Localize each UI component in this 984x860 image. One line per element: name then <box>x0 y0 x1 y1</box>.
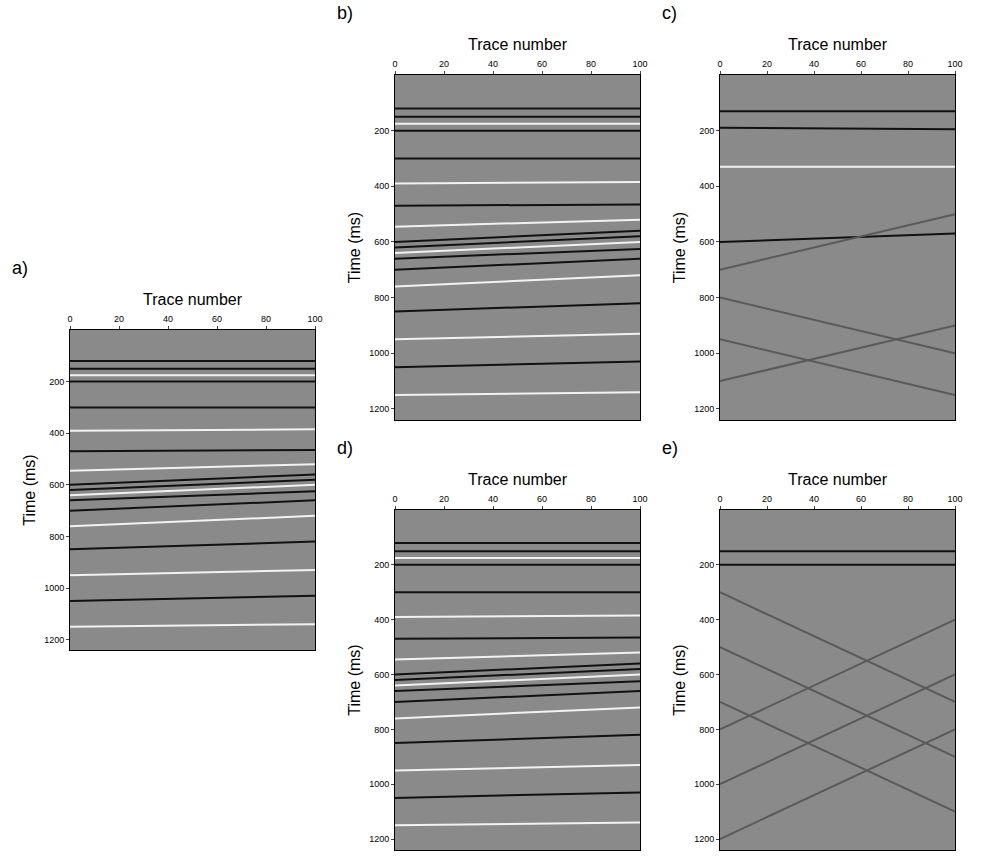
svg-text:800: 800 <box>374 725 389 735</box>
svg-text:Trace number: Trace number <box>788 471 888 488</box>
svg-text:100: 100 <box>947 494 962 504</box>
svg-text:Time (ms): Time (ms) <box>671 212 688 283</box>
svg-text:400: 400 <box>49 428 64 438</box>
svg-text:60: 60 <box>856 494 866 504</box>
svg-text:40: 40 <box>163 314 173 324</box>
svg-text:40: 40 <box>809 59 819 69</box>
svg-text:d): d) <box>337 438 353 458</box>
svg-text:20: 20 <box>762 59 772 69</box>
svg-text:20: 20 <box>114 314 124 324</box>
svg-text:100: 100 <box>307 314 322 324</box>
svg-text:Time (ms): Time (ms) <box>21 454 38 525</box>
svg-text:1000: 1000 <box>44 583 64 593</box>
svg-text:80: 80 <box>586 494 596 504</box>
svg-text:200: 200 <box>374 560 389 570</box>
svg-text:60: 60 <box>856 59 866 69</box>
svg-text:600: 600 <box>699 670 714 680</box>
svg-text:60: 60 <box>212 314 222 324</box>
svg-text:Trace number: Trace number <box>468 36 568 53</box>
svg-text:80: 80 <box>586 59 596 69</box>
svg-text:20: 20 <box>439 59 449 69</box>
svg-text:200: 200 <box>374 126 389 136</box>
svg-text:c): c) <box>662 3 677 23</box>
svg-text:1000: 1000 <box>369 348 389 358</box>
svg-text:400: 400 <box>374 181 389 191</box>
svg-text:800: 800 <box>699 725 714 735</box>
svg-text:e): e) <box>662 438 678 458</box>
svg-text:Trace number: Trace number <box>788 36 888 53</box>
svg-text:200: 200 <box>49 377 64 387</box>
svg-text:0: 0 <box>717 59 722 69</box>
svg-text:80: 80 <box>261 314 271 324</box>
svg-text:Time (ms): Time (ms) <box>346 644 363 715</box>
svg-text:40: 40 <box>809 494 819 504</box>
svg-text:Trace number: Trace number <box>468 471 568 488</box>
svg-text:800: 800 <box>49 532 64 542</box>
svg-text:800: 800 <box>374 293 389 303</box>
svg-text:600: 600 <box>374 237 389 247</box>
svg-text:80: 80 <box>903 494 913 504</box>
svg-text:Time (ms): Time (ms) <box>671 644 688 715</box>
svg-text:1200: 1200 <box>369 834 389 844</box>
svg-text:400: 400 <box>699 181 714 191</box>
svg-text:1200: 1200 <box>44 635 64 645</box>
svg-text:a): a) <box>12 258 28 278</box>
svg-text:100: 100 <box>947 59 962 69</box>
svg-text:800: 800 <box>699 293 714 303</box>
svg-text:40: 40 <box>488 59 498 69</box>
svg-text:0: 0 <box>67 314 72 324</box>
svg-text:b): b) <box>337 3 353 23</box>
svg-text:600: 600 <box>374 670 389 680</box>
svg-text:1200: 1200 <box>369 404 389 414</box>
svg-text:0: 0 <box>392 59 397 69</box>
svg-text:600: 600 <box>49 480 64 490</box>
svg-text:200: 200 <box>699 560 714 570</box>
svg-text:100: 100 <box>632 494 647 504</box>
svg-text:Time (ms): Time (ms) <box>346 212 363 283</box>
svg-text:1200: 1200 <box>694 834 714 844</box>
svg-text:0: 0 <box>717 494 722 504</box>
svg-text:Trace number: Trace number <box>143 291 243 308</box>
svg-text:80: 80 <box>903 59 913 69</box>
svg-text:40: 40 <box>488 494 498 504</box>
svg-text:1200: 1200 <box>694 404 714 414</box>
svg-text:20: 20 <box>439 494 449 504</box>
svg-text:200: 200 <box>699 126 714 136</box>
svg-text:1000: 1000 <box>369 779 389 789</box>
svg-text:600: 600 <box>699 237 714 247</box>
svg-text:400: 400 <box>699 615 714 625</box>
svg-text:60: 60 <box>537 494 547 504</box>
svg-text:400: 400 <box>374 615 389 625</box>
svg-text:0: 0 <box>392 494 397 504</box>
svg-text:20: 20 <box>762 494 772 504</box>
svg-text:100: 100 <box>632 59 647 69</box>
svg-text:60: 60 <box>537 59 547 69</box>
svg-text:1000: 1000 <box>694 779 714 789</box>
svg-text:1000: 1000 <box>694 348 714 358</box>
